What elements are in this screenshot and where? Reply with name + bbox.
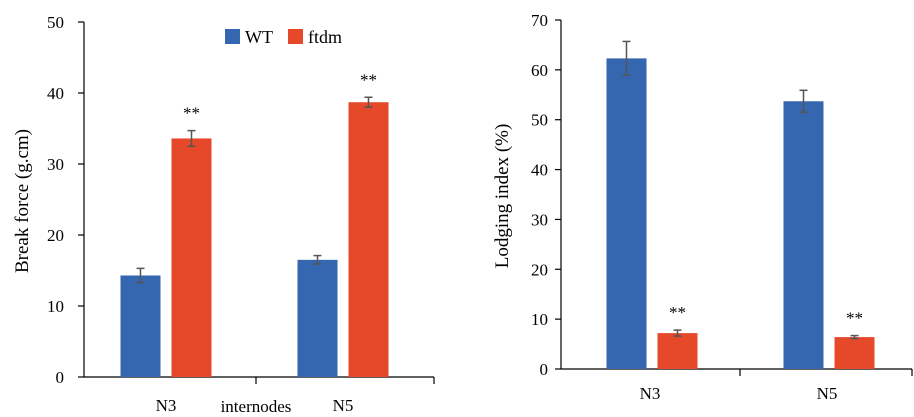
bar-wt: [120, 275, 161, 377]
significance-label: **: [360, 70, 377, 89]
lodging-index-chart: Lodging index (%) 0 10 20 30 40 50 60 70 N3 N5 ** *…: [492, 11, 913, 403]
significance-label: **: [846, 309, 863, 328]
y-tick-label: 10: [47, 297, 64, 316]
y-tick-label: 0: [540, 360, 549, 379]
bar-wt: [606, 58, 647, 369]
y-tick-label: 30: [531, 210, 548, 229]
legend: WT ftdm: [225, 27, 342, 47]
x-tick-label: N3: [156, 396, 177, 415]
significance-label: **: [183, 104, 200, 123]
bar-wt: [783, 101, 824, 369]
legend-swatch-ftdm: [288, 29, 303, 44]
y-tick-label: 10: [531, 310, 548, 329]
bar-ftdm: [834, 337, 875, 369]
y-tick-label: 20: [47, 226, 64, 245]
y-axis-label: Lodging index (%): [492, 124, 513, 269]
bar-ftdm: [171, 138, 212, 377]
y-tick-label: 50: [47, 13, 64, 32]
y-tick-label: 40: [47, 84, 64, 103]
y-tick-label: 50: [531, 111, 548, 130]
y-tick-label: 20: [531, 260, 548, 279]
bar-ftdm: [657, 333, 698, 369]
x-axis-label: internodes: [221, 397, 292, 416]
x-tick-label: N3: [640, 384, 661, 403]
y-tick-label: 40: [531, 161, 548, 180]
legend-swatch-wt: [225, 29, 240, 44]
y-axis-label: Break force (g.cm): [12, 129, 33, 273]
y-tick-label: 30: [47, 155, 64, 174]
y-tick-label: 60: [531, 61, 548, 80]
y-tick-label: 70: [531, 11, 548, 30]
bar-wt: [297, 259, 338, 377]
y-tick-label: 0: [56, 368, 65, 387]
x-tick-label: N5: [817, 384, 838, 403]
bar-ftdm: [348, 102, 389, 377]
legend-label-ftdm: ftdm: [308, 27, 342, 47]
break-force-chart: Break force (g.cm) internodes WT ftdm 0 1…: [12, 13, 435, 416]
x-tick-label: N5: [333, 396, 354, 415]
significance-label: **: [669, 303, 686, 322]
legend-label-wt: WT: [245, 27, 273, 47]
